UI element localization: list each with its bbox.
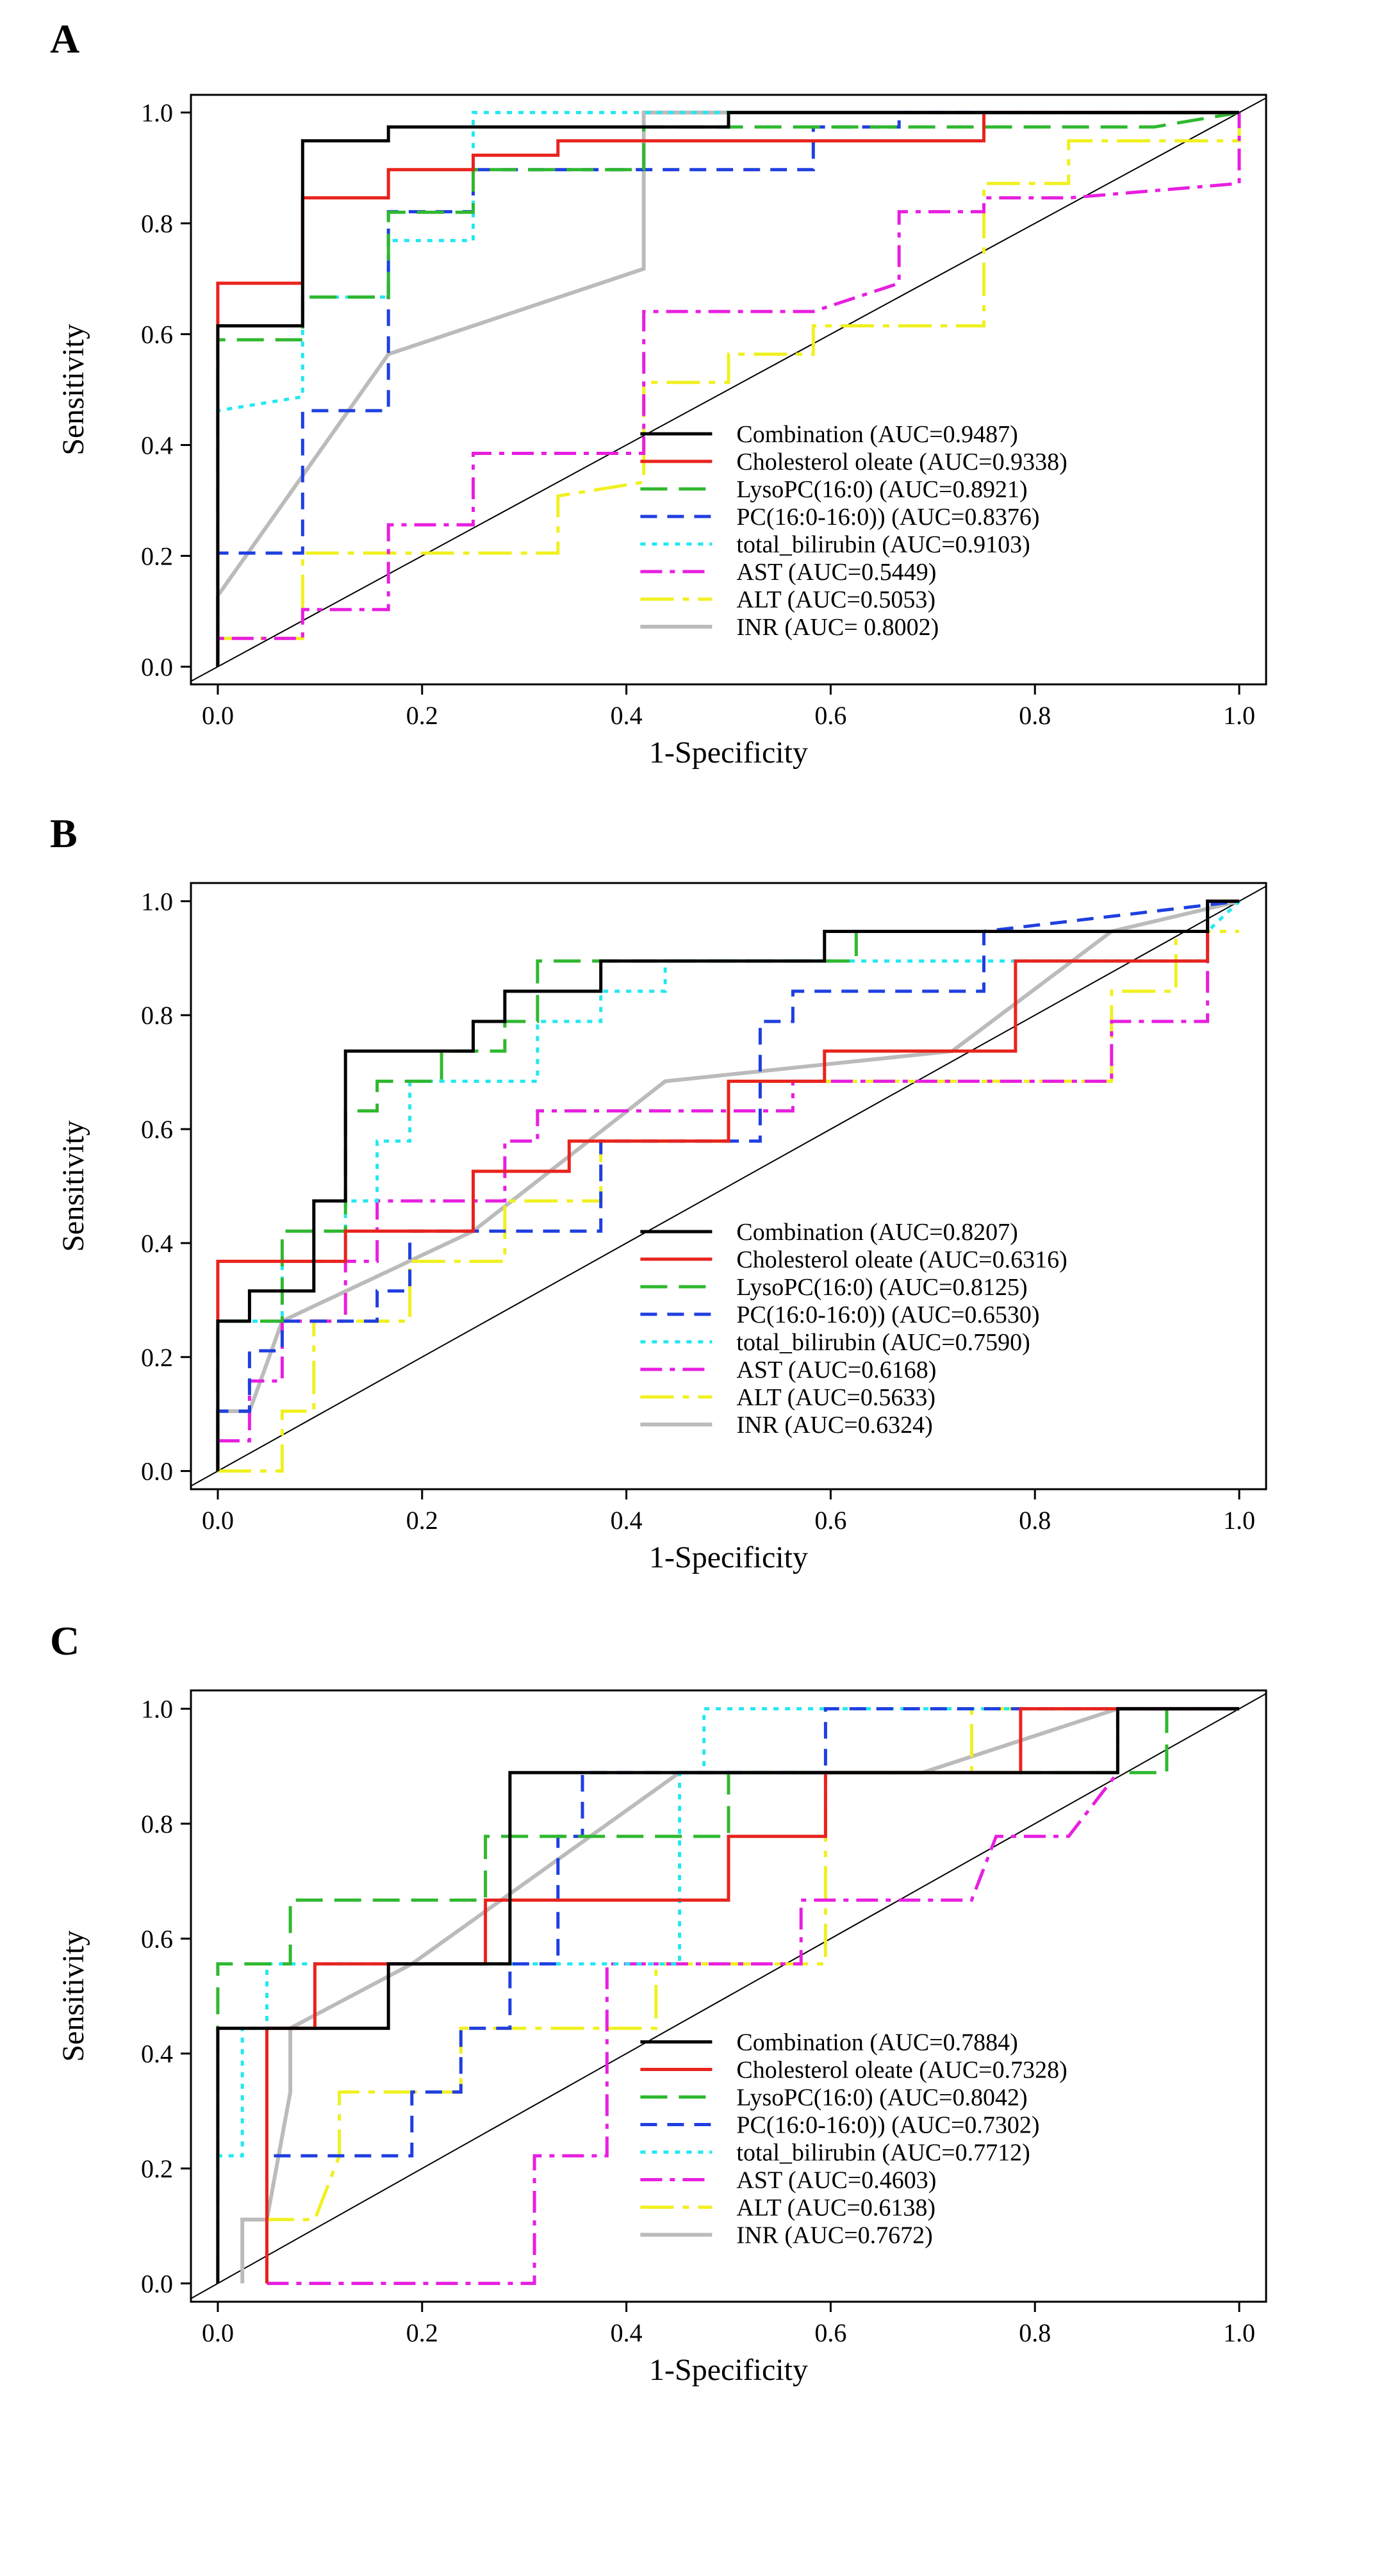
x-tick-label: 0.6 [814, 701, 846, 730]
legend-entry: INR (AUC= 0.8002) [736, 614, 939, 641]
legend-entry: PC(16:0-16:0)) (AUC=0.7302) [736, 2112, 1039, 2139]
x-tick-label: 0.4 [611, 701, 643, 730]
reference-diagonal [190, 1693, 1267, 2299]
legend-entry: ALT (AUC=0.5633) [736, 1384, 935, 1411]
legend: Combination (AUC=0.9487)Cholesterol olea… [640, 421, 1067, 641]
legend: Combination (AUC=0.8207)Cholesterol olea… [640, 1219, 1067, 1439]
legend-entry: Cholesterol oleate (AUC=0.9338) [736, 449, 1067, 475]
x-tick-label: 0.0 [202, 2318, 234, 2347]
plot-frame [190, 94, 1267, 686]
x-tick-label: 0.6 [814, 1506, 846, 1535]
legend: Combination (AUC=0.7884)Cholesterol olea… [640, 2029, 1067, 2249]
x-tick-label: 1.0 [1223, 701, 1255, 730]
y-tick-label: 0.8 [141, 1810, 173, 1838]
plot-frame [190, 1689, 1267, 2303]
panel-b: B 0.0 0.2 0.4 0.6 0.8 1.0 0.0 0.2 0.4 0.6 0.8 1.0 1-S… [50, 811, 1267, 1574]
y-tick-label: 0.4 [141, 431, 173, 459]
legend-entry: total_bilirubin (AUC=0.7712) [736, 2140, 1030, 2167]
legend-entry: Combination (AUC=0.7884) [736, 2029, 1017, 2056]
x-tick-label: 0.6 [814, 2318, 846, 2347]
y-tick-label: 1.0 [141, 99, 173, 128]
y-tick-label: 0.0 [141, 1457, 173, 1486]
panel-c: C 0.0 0.2 0.4 0.6 0.8 1.0 0.0 0.2 0.4 0.6 0.8 1.0 1-S… [50, 1618, 1267, 2387]
y-tick-label: 0.8 [141, 1001, 173, 1030]
reference-diagonal [190, 886, 1267, 1487]
x-tick-label: 0.2 [406, 701, 438, 730]
y-tick-label: 1.0 [141, 887, 173, 916]
roc-line-alt [217, 112, 1241, 640]
legend-entry: Combination (AUC=0.9487) [736, 421, 1017, 448]
legend-entry: Cholesterol oleate (AUC=0.7328) [736, 2057, 1067, 2084]
y-axis-title: Sensitivity [56, 1930, 90, 2061]
y-tick-label: 0.2 [141, 541, 173, 570]
x-tick-label: 1.0 [1223, 2318, 1255, 2347]
y-axis-title: Sensitivity [56, 324, 90, 455]
y-tick-label: 0.0 [141, 2269, 173, 2298]
panel-letter: C [50, 1618, 79, 1664]
x-axis-title: 1-Specificity [649, 2353, 808, 2387]
legend-entry: ALT (AUC=0.6138) [736, 2195, 935, 2222]
panel-a: A 0.0 0.2 0.4 0.6 0.8 1.0 0.0 0.2 0.4 0.6 0.8 1.0 1-S… [50, 16, 1267, 770]
x-axis-title: 1-Specificity [649, 736, 808, 770]
y-tick-label: 0.0 [141, 652, 173, 681]
roc-curves [215, 899, 1240, 1473]
panel-letter: A [50, 16, 79, 62]
legend-entry: PC(16:0-16:0)) (AUC=0.6530) [736, 1301, 1039, 1328]
legend-entry: PC(16:0-16:0)) (AUC=0.8376) [736, 504, 1039, 531]
y-axis-title: Sensitivity [56, 1120, 90, 1251]
y-tick-label: 0.6 [141, 1115, 173, 1144]
roc-line-combination [216, 1707, 1239, 2284]
roc-curves [215, 110, 1241, 667]
legend-entry: LysoPC(16:0) (AUC=0.8125) [736, 1274, 1027, 1301]
x-tick-label: 0.2 [406, 2318, 438, 2347]
y-tick-label: 0.6 [141, 1924, 173, 1953]
legend-entry: Combination (AUC=0.8207) [736, 1219, 1017, 1246]
x-tick-label: 0.8 [1019, 1506, 1051, 1535]
roc-curves [216, 1706, 1239, 2285]
roc-line-ast [216, 112, 1241, 667]
x-tick-label: 0.8 [1019, 701, 1051, 730]
x-tick-label: 0.0 [202, 1506, 234, 1535]
y-tick-label: 0.2 [141, 1343, 173, 1372]
legend-entry: Cholesterol oleate (AUC=0.6316) [736, 1246, 1067, 1273]
legend-entry: ALT (AUC=0.5053) [736, 586, 935, 613]
x-tick-label: 0.2 [406, 1506, 438, 1535]
y-tick-label: 1.0 [141, 1695, 173, 1724]
legend-entry: total_bilirubin (AUC=0.7590) [736, 1329, 1030, 1356]
roc-line-combination [216, 899, 1239, 1471]
legend-entry: LysoPC(16:0) (AUC=0.8921) [736, 476, 1027, 503]
legend-entry: total_bilirubin (AUC=0.9103) [736, 531, 1030, 558]
plot-frame [190, 882, 1267, 1490]
legend-entry: AST (AUC=0.4603) [736, 2167, 936, 2194]
y-tick-label: 0.4 [141, 1229, 173, 1258]
roc-line-cholesterol-oleate [216, 899, 1239, 1471]
legend-entry: AST (AUC=0.6168) [736, 1357, 936, 1383]
x-tick-label: 1.0 [1223, 1506, 1255, 1535]
x-tick-label: 0.0 [202, 701, 234, 730]
y-tick-label: 0.8 [141, 210, 173, 238]
roc-line-alt [217, 930, 1239, 1473]
x-tick-label: 0.4 [611, 2318, 643, 2347]
legend-entry: LysoPC(16:0) (AUC=0.8042) [736, 2085, 1027, 2111]
y-tick-label: 0.2 [141, 2154, 173, 2183]
legend-entry: AST (AUC=0.5449) [736, 559, 936, 586]
legend-entry: INR (AUC=0.6324) [736, 1412, 932, 1439]
y-tick-label: 0.4 [141, 2040, 173, 2068]
y-tick-label: 0.6 [141, 320, 173, 349]
legend-entry: INR (AUC=0.7672) [736, 2222, 932, 2249]
roc-line-combination [216, 111, 1239, 667]
x-tick-label: 0.8 [1019, 2318, 1051, 2347]
panel-letter: B [50, 811, 78, 856]
x-tick-label: 0.4 [611, 1506, 643, 1535]
x-axis-title: 1-Specificity [649, 1540, 808, 1574]
